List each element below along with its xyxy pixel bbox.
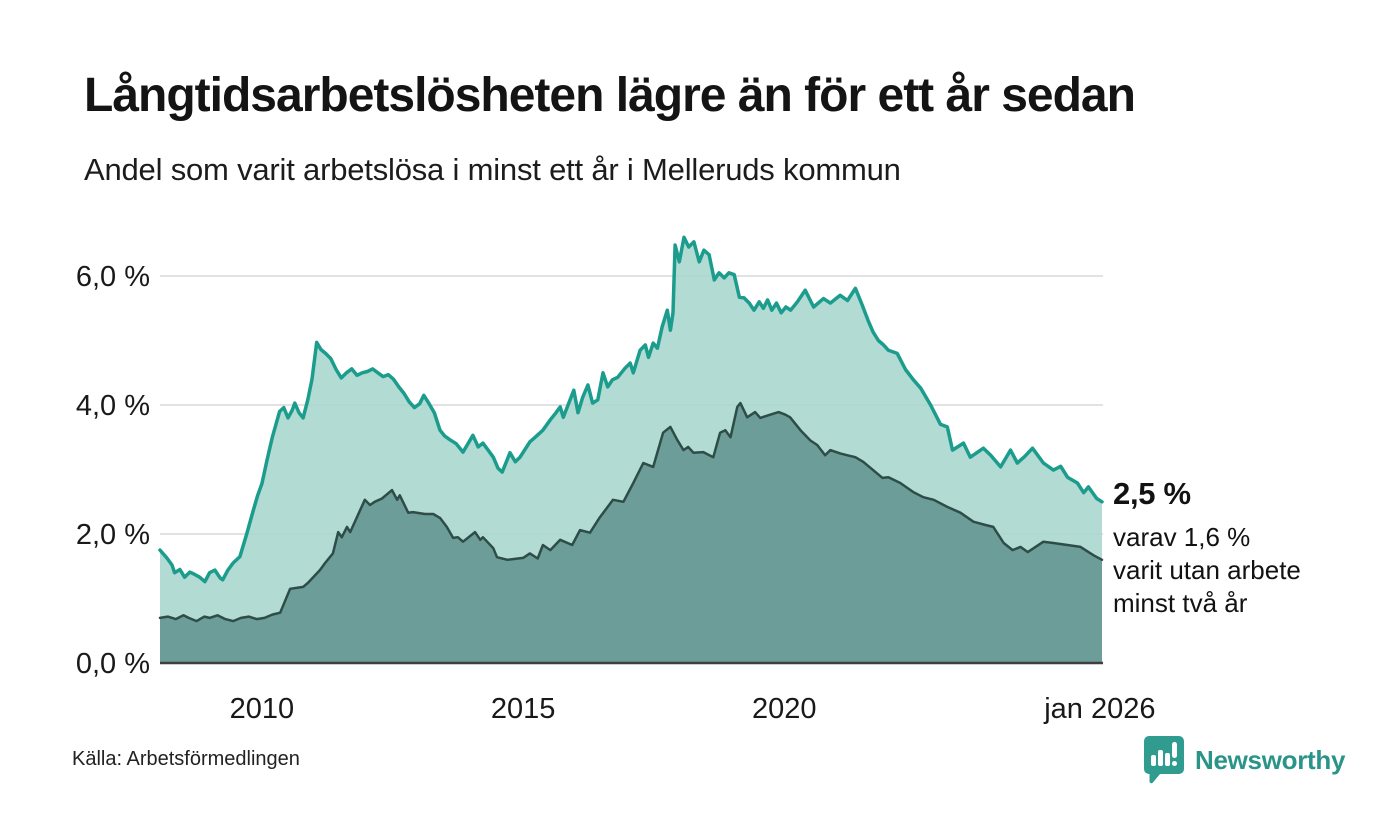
latest-value-detail-line: minst två år <box>1113 588 1248 618</box>
x-tick-label: 2020 <box>752 693 817 725</box>
series-line-1 <box>158 401 1104 623</box>
y-tick-label: 0,0 % <box>76 648 150 680</box>
series-line-0 <box>158 235 1104 584</box>
y-tick-label: 6,0 % <box>76 261 150 293</box>
page-title: Långtidsarbetslösheten lägre än för ett … <box>84 69 1136 122</box>
newsworthy-logo-text: Newsworthy <box>1195 744 1346 775</box>
x-tick-label: jan 2026 <box>1043 693 1155 725</box>
latest-value-detail-line: varit utan arbete <box>1113 555 1301 585</box>
newsworthy-logo-icon <box>1144 736 1184 784</box>
latest-value-label: 2,5 % <box>1113 476 1191 511</box>
y-tick-label: 4,0 % <box>76 390 150 422</box>
source-attribution: Källa: Arbetsförmedlingen <box>72 748 300 770</box>
x-tick-label: 2015 <box>491 693 556 725</box>
latest-value-detail-line: varav 1,6 % <box>1113 522 1251 552</box>
y-tick-label: 2,0 % <box>76 519 150 551</box>
latest-value-detail: varav 1,6 % varit utan arbete minst två … <box>1113 521 1373 620</box>
newsworthy-logo: Newsworthy <box>1143 735 1345 785</box>
chart-subtitle: Andel som varit arbetslösa i minst ett å… <box>84 152 901 187</box>
series-area-1 <box>160 403 1102 663</box>
latest-value-annotation: 2,5 % varav 1,6 % varit utan arbete mins… <box>1113 476 1373 620</box>
x-tick-label: 2010 <box>230 693 295 725</box>
